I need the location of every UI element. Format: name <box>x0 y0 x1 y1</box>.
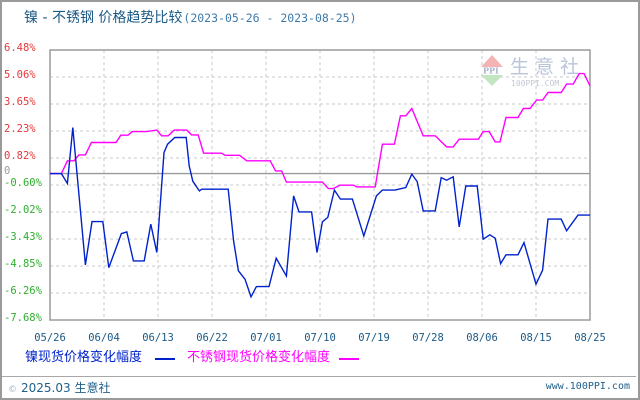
x-tick-label: 08/15 <box>520 332 552 344</box>
x-tick-label: 06/13 <box>142 332 174 344</box>
footer-site-link[interactable]: www.100PPI.com <box>545 381 630 392</box>
y-tick-label: -3.43% <box>4 231 42 243</box>
svg-text:PPI: PPI <box>483 66 499 76</box>
y-tick-label-zero: 0 <box>4 165 11 177</box>
y-tick-label: -4.85% <box>4 258 42 270</box>
x-tick-label: 08/25 <box>574 332 606 344</box>
legend-label-stainless-steel: 不锈钢现货价格变化幅度 <box>187 350 331 365</box>
watermark-brand-en: 100PPI.COM <box>511 79 559 88</box>
footer-divider <box>2 376 636 377</box>
y-tick-label: -2.02% <box>4 204 42 216</box>
y-tick-label: -0.60% <box>4 177 42 189</box>
y-tick-label: -7.68% <box>4 312 42 324</box>
y-tick-label: -6.26% <box>4 285 42 297</box>
copyright-text: 2025.03 生意社 <box>21 381 111 395</box>
x-tick-label: 05/26 <box>34 332 66 344</box>
y-tick-label: 2.23% <box>4 123 36 135</box>
y-tick-label: 5.06% <box>4 69 36 81</box>
watermark-brand-cn: 生意社 <box>510 56 585 78</box>
date-range: (2023-05-26 - 2023-08-25) <box>183 11 357 25</box>
y-tick-label: 3.65% <box>4 96 36 108</box>
legend-swatch-stainless-steel <box>339 358 359 360</box>
series-line-stainless-steel <box>50 72 591 190</box>
series-line-nickel <box>50 127 590 299</box>
y-tick-label: 0.82% <box>4 150 36 162</box>
plot-frame <box>49 49 591 321</box>
x-tick-label: 07/19 <box>358 332 390 344</box>
gridlines <box>50 50 590 320</box>
footer-copyright: © 2025.03 生意社 <box>8 379 110 396</box>
copyright-icon: © <box>8 385 17 395</box>
x-tick-label: 07/01 <box>250 332 282 344</box>
x-tick-label: 06/04 <box>88 332 120 344</box>
x-tick-label: 06/22 <box>196 332 228 344</box>
x-tick-label: 07/10 <box>304 332 336 344</box>
watermark-logo-icon: PPI <box>481 55 503 86</box>
y-tick-label: 6.48% <box>4 42 36 54</box>
chart-title: 镍 - 不锈钢 价格趋势比较(2023-05-26 - 2023-08-25) <box>24 7 357 27</box>
x-tick-label: 08/06 <box>466 332 498 344</box>
legend-label-nickel: 镍现货价格变化幅度 <box>25 350 143 365</box>
legend-swatch-nickel <box>155 358 175 360</box>
x-tick-label: 07/28 <box>412 332 444 344</box>
title-text: 镍 - 不锈钢 价格趋势比较 <box>24 10 183 26</box>
